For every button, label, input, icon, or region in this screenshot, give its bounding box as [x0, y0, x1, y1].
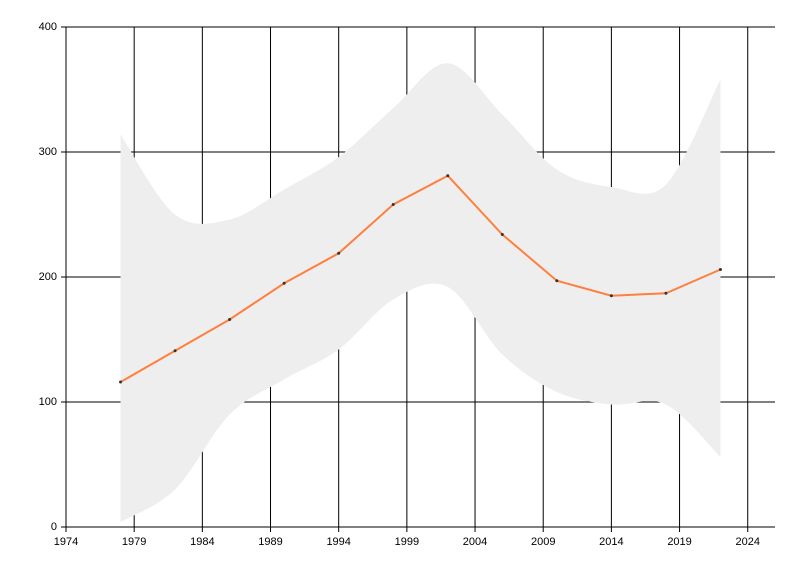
point — [282, 281, 286, 285]
x-tick-label: 2019 — [667, 536, 691, 548]
point — [718, 268, 722, 271]
point — [391, 203, 395, 206]
point — [500, 233, 504, 236]
y-tick-label: 200 — [39, 271, 57, 283]
point — [446, 174, 450, 178]
x-tick-label: 2009 — [531, 536, 555, 548]
line — [120, 174, 721, 383]
x-tick-label: 1979 — [122, 536, 146, 548]
point — [119, 380, 123, 384]
y-tick-label: 0 — [51, 521, 57, 533]
x-tick-label: 1999 — [395, 536, 419, 548]
x-tick-label: 1984 — [190, 536, 214, 548]
range-band — [120, 63, 721, 522]
point — [609, 294, 613, 298]
point — [173, 349, 177, 353]
x-tick-label: 2014 — [599, 536, 623, 548]
y-tick-label: 400 — [39, 21, 57, 33]
x-tick-label: 2004 — [463, 536, 487, 548]
y-tick-label: 300 — [39, 146, 57, 158]
point — [664, 291, 668, 295]
y-tick-label: 100 — [39, 396, 57, 408]
x-tick-label: 1994 — [326, 536, 350, 548]
x-tick-label: 2024 — [735, 536, 759, 548]
x-tick-label: 1989 — [258, 536, 282, 548]
point — [337, 251, 341, 255]
point — [228, 318, 232, 321]
point — [555, 279, 559, 283]
x-tick-label: 1974 — [54, 536, 78, 548]
